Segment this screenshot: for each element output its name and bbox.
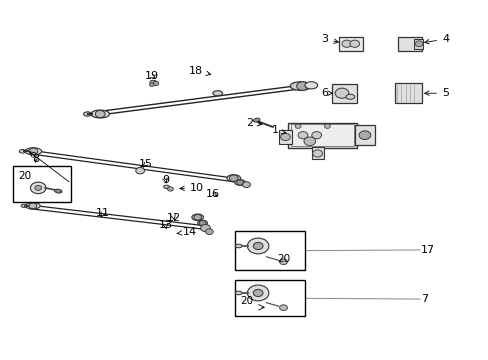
Circle shape [236, 180, 243, 185]
Text: 8: 8 [32, 154, 40, 164]
Circle shape [200, 225, 210, 231]
Circle shape [242, 182, 250, 188]
Circle shape [193, 215, 201, 220]
Circle shape [311, 132, 321, 139]
Ellipse shape [235, 291, 242, 295]
Text: 7: 7 [420, 294, 427, 304]
Circle shape [205, 229, 213, 234]
Ellipse shape [234, 180, 245, 185]
Circle shape [229, 175, 238, 181]
Text: 11: 11 [96, 208, 110, 218]
Text: 12: 12 [166, 213, 181, 222]
Circle shape [414, 41, 422, 46]
Circle shape [247, 285, 268, 301]
Circle shape [29, 203, 37, 209]
Circle shape [279, 259, 287, 265]
Circle shape [334, 88, 348, 98]
Circle shape [29, 148, 38, 154]
Circle shape [280, 134, 290, 140]
Bar [331, 84, 356, 103]
Ellipse shape [305, 82, 317, 89]
Ellipse shape [19, 149, 26, 153]
Text: 2: 2 [245, 118, 261, 128]
Text: 6: 6 [321, 88, 332, 98]
Bar [413, 39, 422, 49]
Ellipse shape [83, 112, 91, 116]
Bar [338, 37, 362, 50]
Circle shape [279, 305, 287, 311]
Ellipse shape [290, 82, 310, 90]
Text: 20: 20 [277, 254, 290, 264]
Bar [290, 125, 353, 146]
Circle shape [253, 242, 263, 249]
Ellipse shape [253, 118, 259, 122]
Ellipse shape [235, 244, 242, 248]
Circle shape [324, 124, 330, 129]
Circle shape [312, 150, 322, 157]
Text: 18: 18 [188, 66, 210, 76]
Ellipse shape [25, 148, 41, 155]
Bar [278, 130, 292, 144]
Bar [288, 123, 356, 148]
Bar [394, 84, 421, 103]
Text: 16: 16 [206, 189, 220, 199]
Circle shape [295, 124, 301, 129]
Circle shape [304, 137, 315, 145]
Bar [354, 126, 374, 145]
Ellipse shape [191, 214, 203, 221]
Circle shape [199, 221, 205, 226]
Circle shape [341, 40, 351, 47]
Ellipse shape [54, 189, 62, 193]
Text: 9: 9 [162, 175, 169, 185]
Text: 20: 20 [240, 296, 253, 306]
Circle shape [56, 189, 61, 193]
Ellipse shape [212, 91, 222, 96]
Circle shape [358, 131, 370, 139]
Text: 4: 4 [424, 34, 448, 44]
Text: 1: 1 [271, 125, 285, 135]
Bar [234, 280, 305, 316]
Text: 3: 3 [321, 34, 338, 44]
Circle shape [35, 185, 41, 190]
Circle shape [167, 187, 173, 191]
Circle shape [253, 289, 263, 297]
Text: 14: 14 [177, 227, 196, 237]
Bar [13, 166, 71, 202]
Ellipse shape [163, 185, 169, 188]
Circle shape [136, 167, 144, 174]
Circle shape [247, 238, 268, 254]
Ellipse shape [21, 204, 27, 207]
Circle shape [296, 82, 308, 90]
Bar [397, 37, 422, 50]
Text: 15: 15 [139, 159, 153, 169]
Text: 13: 13 [158, 220, 172, 230]
Circle shape [349, 40, 359, 47]
Circle shape [149, 83, 154, 86]
Circle shape [153, 81, 158, 86]
Ellipse shape [197, 220, 207, 226]
Circle shape [298, 132, 307, 139]
Text: 10: 10 [180, 183, 203, 193]
Ellipse shape [150, 80, 157, 84]
Text: 5: 5 [424, 88, 448, 98]
Ellipse shape [226, 175, 240, 182]
Circle shape [95, 111, 105, 118]
Text: 19: 19 [144, 71, 159, 81]
Circle shape [30, 182, 46, 194]
Ellipse shape [91, 110, 109, 118]
Ellipse shape [345, 94, 354, 99]
Text: 17: 17 [420, 245, 434, 255]
Bar [311, 147, 324, 159]
Text: 20: 20 [19, 171, 32, 181]
Bar [234, 231, 305, 270]
Ellipse shape [25, 203, 40, 209]
